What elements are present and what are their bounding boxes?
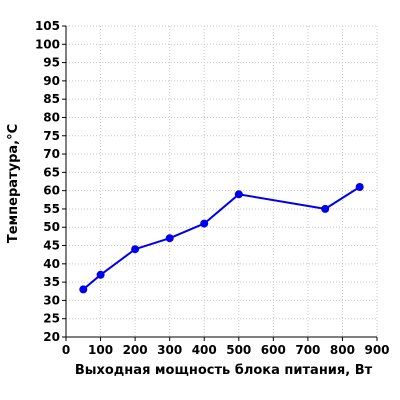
y-tick-label: 20 xyxy=(43,330,60,344)
data-point xyxy=(355,183,364,191)
x-tick-label: 500 xyxy=(226,343,251,357)
y-tick-label: 95 xyxy=(43,56,60,70)
data-point xyxy=(96,270,105,279)
y-tick-label: 70 xyxy=(43,147,60,161)
y-tick-label: 90 xyxy=(43,74,60,88)
data-point xyxy=(200,219,209,228)
y-tick-label: 55 xyxy=(43,202,60,216)
y-axis-title: Температура,°C xyxy=(6,124,21,243)
x-axis-title: Выходная мощность блока питания, Вт xyxy=(75,363,373,378)
x-tick-label: 0 xyxy=(62,343,70,357)
y-tick-label: 80 xyxy=(43,110,60,124)
y-tick-label: 100 xyxy=(35,37,60,51)
x-tick-label: 900 xyxy=(364,343,389,357)
y-tick-label: 45 xyxy=(43,239,60,253)
grid xyxy=(65,25,378,338)
data-point xyxy=(79,285,88,294)
y-tick-label: 50 xyxy=(43,220,60,234)
y-tick-label: 30 xyxy=(43,293,60,307)
x-tick-label: 200 xyxy=(123,343,148,357)
y-tick-label: 65 xyxy=(43,165,60,179)
axes xyxy=(62,25,378,341)
data-point xyxy=(165,234,174,243)
x-tick-label: 400 xyxy=(192,343,217,357)
series-line xyxy=(82,186,361,291)
x-tick-label: 300 xyxy=(157,343,182,357)
x-tick-label: 800 xyxy=(330,343,355,357)
data-series xyxy=(79,183,364,294)
data-point xyxy=(321,204,330,213)
y-tick-label: 35 xyxy=(43,275,60,289)
y-tick-label: 40 xyxy=(43,257,60,271)
data-point xyxy=(234,190,243,199)
y-tick-label: 25 xyxy=(43,312,60,326)
x-tick-label: 600 xyxy=(261,343,286,357)
y-tick-label: 75 xyxy=(43,129,60,143)
y-tick-label: 60 xyxy=(43,184,60,198)
y-tick-label: 85 xyxy=(43,92,60,106)
data-point xyxy=(131,245,140,254)
x-tick-label: 100 xyxy=(88,343,113,357)
x-tick-label: 700 xyxy=(295,343,320,357)
tick-labels: 0 100 200 300 400 500 600 700 800 900 20 25 30 35 40 45… xyxy=(35,19,390,357)
y-tick-label: 105 xyxy=(35,19,60,33)
